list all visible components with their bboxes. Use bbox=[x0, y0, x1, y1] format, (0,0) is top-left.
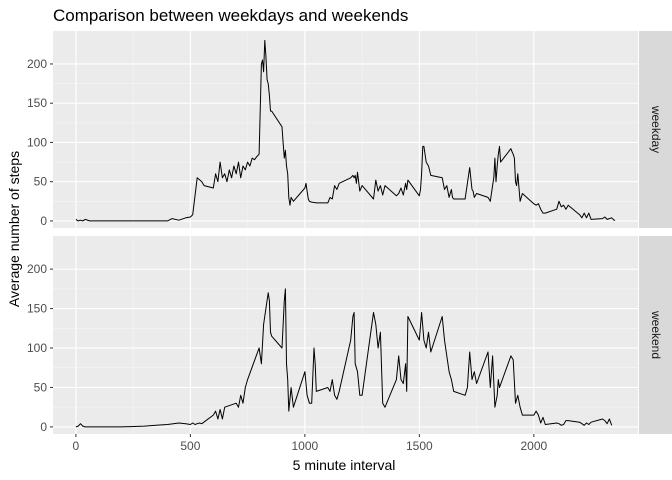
x-tick-label: 2000 bbox=[520, 439, 547, 453]
facet-strip-label: weekday bbox=[649, 105, 663, 153]
panels-layer: 0 50 100 150 200 weekday 0 50 100 150 200 weekend 0 5… bbox=[27, 31, 672, 453]
y-tick-label: 0 bbox=[40, 214, 47, 228]
chart-title: Comparison between weekdays and weekends bbox=[53, 6, 409, 25]
series-line-weekday bbox=[75, 39, 616, 222]
x-tick-label: 0 bbox=[73, 439, 80, 453]
x-tick-label: 1000 bbox=[292, 439, 319, 453]
panel-weekday: 0 50 100 150 200 weekday bbox=[27, 31, 672, 228]
facet-strip bbox=[639, 236, 672, 434]
y-tick-label: 200 bbox=[27, 262, 47, 276]
y-tick-label: 100 bbox=[27, 341, 47, 355]
series-line-weekend bbox=[75, 288, 613, 428]
y-tick-label: 50 bbox=[34, 175, 48, 189]
y-tick-label: 0 bbox=[40, 420, 47, 434]
panel-weekend: 0 50 100 150 200 weekend bbox=[27, 236, 672, 434]
panel-background bbox=[53, 236, 638, 434]
y-tick-label: 50 bbox=[34, 380, 48, 394]
y-tick-label: 150 bbox=[27, 96, 47, 110]
x-tick-label: 1500 bbox=[406, 439, 433, 453]
y-tick-label: 150 bbox=[27, 302, 47, 316]
panel-background bbox=[53, 31, 638, 228]
facet-strip-label: weekend bbox=[649, 310, 663, 359]
y-tick-label: 100 bbox=[27, 135, 47, 149]
facet-strip bbox=[639, 31, 672, 228]
y-axis-title: Average number of steps bbox=[6, 151, 22, 307]
x-tick-label: 500 bbox=[180, 439, 200, 453]
y-tick-label: 200 bbox=[27, 57, 47, 71]
x-axis-title: 5 minute interval bbox=[293, 457, 396, 473]
